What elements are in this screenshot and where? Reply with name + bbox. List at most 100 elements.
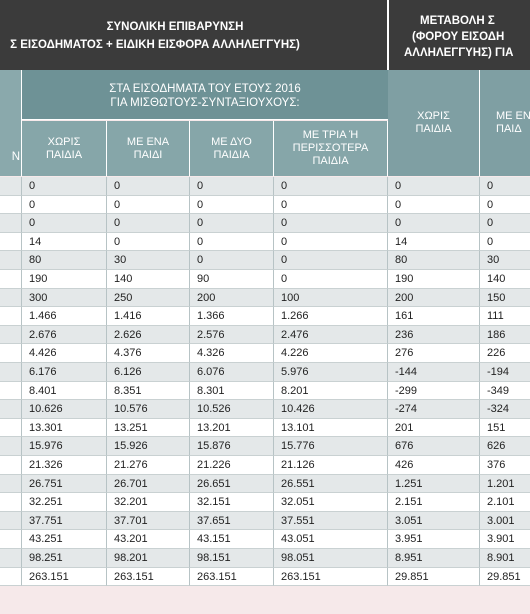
stub-cell (0, 195, 22, 215)
table-cell: 0 (480, 177, 530, 196)
table-cell: 10.576 (107, 400, 190, 419)
table-cell: 30 (107, 251, 190, 270)
table-cell: 2.101 (480, 493, 530, 512)
table-cell: 111 (480, 307, 530, 326)
table-cell: 37.551 (274, 511, 388, 531)
table-cell: 21.326 (22, 456, 107, 475)
table-cell: 0 (480, 232, 530, 252)
table-cell: 14 (388, 232, 480, 252)
table-cell: 13.201 (190, 418, 274, 438)
table-cell: 250 (107, 288, 190, 308)
table-cell: 15.976 (22, 437, 107, 456)
stub-cell (0, 530, 22, 549)
table-cell: 10.626 (22, 400, 107, 419)
table-cell: 37.751 (22, 511, 107, 531)
stub-cell (0, 437, 22, 456)
table-cell: 3.951 (388, 530, 480, 549)
stub-cell (0, 270, 22, 289)
table-cell: 200 (190, 288, 274, 308)
stub-cell (0, 400, 22, 419)
table-cell: 0 (274, 195, 388, 215)
table-cell: 1.266 (274, 307, 388, 326)
column-header-text: ΧΩΡΙΣ (47, 135, 81, 148)
table-cell: 4.426 (22, 344, 107, 363)
table-cell: 0 (22, 214, 107, 233)
table-cell: 8.951 (388, 549, 480, 568)
table-cell: 0 (480, 195, 530, 215)
table-cell: 6.076 (190, 363, 274, 382)
stub-label: Ν (11, 151, 20, 163)
table-cell: 626 (480, 437, 530, 456)
table-cell: 43.201 (107, 530, 190, 549)
stub-header (0, 70, 22, 176)
table-cell: 226 (480, 344, 530, 363)
table-cell: 676 (388, 437, 480, 456)
table-cell: 0 (274, 270, 388, 289)
table-cell: 13.101 (274, 418, 388, 438)
table-cell: 5.976 (274, 363, 388, 382)
table-cell: 4.376 (107, 344, 190, 363)
table-cell: 80 (388, 251, 480, 270)
table-cell: 13.301 (22, 418, 107, 438)
table-cell: 26.651 (190, 474, 274, 494)
table-cell: 150 (480, 288, 530, 308)
stub-cell (0, 511, 22, 531)
column-header-text: ΜΕ ΕΝ (496, 110, 530, 122)
column-header-text: ΠΑΙΔ (496, 123, 522, 135)
title-band (0, 0, 530, 70)
table-cell: 2.151 (388, 493, 480, 512)
table-cell: 0 (190, 214, 274, 233)
table-cell: 0 (107, 195, 190, 215)
table-cell: 8.301 (190, 381, 274, 401)
table-cell: 0 (107, 177, 190, 196)
column-header: ΜΕ ΕΝΑ ΠΑΙΔΙ (107, 121, 190, 176)
table-cell: 21.276 (107, 456, 190, 475)
subheader: ΓΙΑ ΜΙΣΘΩΤΟΥΣ-ΣΥΝΤΑΞΙΟΥΧΟΥΣ: (110, 97, 300, 109)
column-header-text: ΠΕΡΙΣΣΟΤΕΡΑ (292, 142, 369, 154)
table-cell: 98.151 (190, 549, 274, 568)
table-cell: 26.701 (107, 474, 190, 494)
stub-cell (0, 456, 22, 475)
column-header: ΧΩΡΙΣ ΠΑΙΔΙΑ (388, 70, 480, 176)
column-header: ΜΕ ΕΝ ΠΑΙΔ (480, 70, 530, 176)
column-header: ΜΕ ΤΡΙΑ Ή ΠΕΡΙΣΣΟΤΕΡΑ ΠΑΙΔΙΑ (274, 121, 388, 176)
table-cell: 276 (388, 344, 480, 363)
table-cell: 236 (388, 325, 480, 345)
table-cell: 4.326 (190, 344, 274, 363)
stub-cell (0, 381, 22, 401)
table-cell: 201 (388, 418, 480, 438)
table-cell: 1.466 (22, 307, 107, 326)
table-cell: 100 (274, 288, 388, 308)
table-cell: 10.426 (274, 400, 388, 419)
table-cell: 0 (22, 195, 107, 215)
stub-cell (0, 325, 22, 345)
table-cell: 6.176 (22, 363, 107, 382)
stub-cell (0, 549, 22, 568)
table-cell: 0 (190, 232, 274, 252)
table-cell: 32.151 (190, 493, 274, 512)
table-cell: 161 (388, 307, 480, 326)
table-cell: 190 (388, 270, 480, 289)
table-cell: 29.851 (388, 567, 480, 587)
table-cell: 21.226 (190, 456, 274, 475)
table-cell: 6.126 (107, 363, 190, 382)
table-cell: 1.366 (190, 307, 274, 326)
table-cell: 263.151 (190, 567, 274, 587)
table-cell: 0 (190, 177, 274, 196)
table-cell: 190 (22, 270, 107, 289)
column-header: ΜΕ ΔΥΟ ΠΑΙΔΙΑ (190, 121, 274, 176)
table-cell: 4.226 (274, 344, 388, 363)
table-cell: 32.201 (107, 493, 190, 512)
table-cell: 0 (190, 195, 274, 215)
table-cell: 30 (480, 251, 530, 270)
column-header-text: ΠΑΙΔΙΑ (312, 155, 349, 167)
table-cell: 186 (480, 325, 530, 345)
table-cell: 300 (22, 288, 107, 308)
table-cell: 15.876 (190, 437, 274, 456)
table-cell: 13.251 (107, 418, 190, 438)
table-cell: -144 (388, 363, 480, 382)
table-cell: 3.001 (480, 511, 530, 531)
table-cell: -349 (480, 381, 530, 401)
table-cell: 3.051 (388, 511, 480, 531)
right-title: (ΦΟΡΟΥ ΕΙΣΟΔΗ (412, 31, 505, 43)
